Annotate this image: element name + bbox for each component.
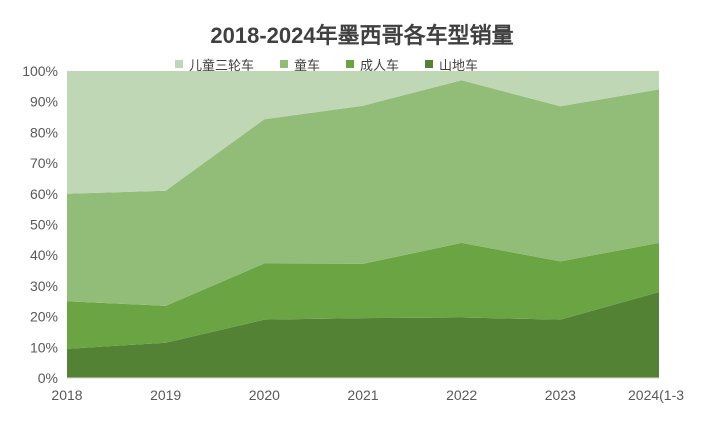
x-tick-label: 2023: [545, 387, 576, 403]
legend-swatch-tricycle: [175, 60, 183, 68]
legend-item-kids-bike: 童车: [280, 55, 320, 74]
legend-item-adult-bike: 成人车: [346, 55, 399, 74]
legend-label-adult-bike: 成人车: [360, 57, 400, 73]
legend-swatch-kids-bike: [280, 60, 289, 68]
x-tick-label: 2024(1-3: [628, 387, 684, 403]
x-tick-label: 2020: [249, 387, 280, 403]
y-tick-label: 70%: [30, 155, 58, 171]
legend-item-mountain-bike: 山地车: [425, 55, 478, 74]
area-series-2: [67, 80, 659, 306]
area-series-0: [67, 292, 659, 378]
x-tick-label: 2022: [446, 387, 477, 403]
x-tick-label: 2018: [51, 387, 82, 403]
y-tick-label: 80%: [30, 124, 58, 140]
legend-swatch-adult-bike: [346, 60, 355, 68]
area-series-1: [67, 242, 659, 349]
x-tick-label: 2021: [347, 387, 378, 403]
legend-label-mountain-bike: 山地车: [439, 57, 479, 73]
legend-label-kids-bike: 童车: [294, 57, 321, 73]
legend: 儿童三轮车 童车 成人车 山地车: [175, 55, 478, 74]
legend-swatch-mountain-bike: [425, 60, 434, 68]
y-tick-label: 50%: [30, 217, 58, 233]
y-tick-label: 60%: [30, 186, 58, 202]
legend-item-tricycle: 儿童三轮车: [175, 55, 254, 74]
chart-title: 2018-2024年墨西哥各车型销量: [210, 23, 514, 48]
y-tick-label: 10%: [30, 339, 58, 355]
x-tick-label: 2019: [150, 387, 181, 403]
y-tick-label: 0%: [38, 370, 58, 386]
y-tick-label: 90%: [30, 94, 58, 110]
legend-label-tricycle: 儿童三轮车: [189, 57, 255, 73]
y-tick-label: 30%: [30, 278, 58, 294]
area-series-3: [67, 71, 659, 194]
y-tick-label: 40%: [30, 247, 58, 263]
y-tick-label: 100%: [22, 63, 58, 79]
y-tick-label: 20%: [30, 309, 58, 325]
